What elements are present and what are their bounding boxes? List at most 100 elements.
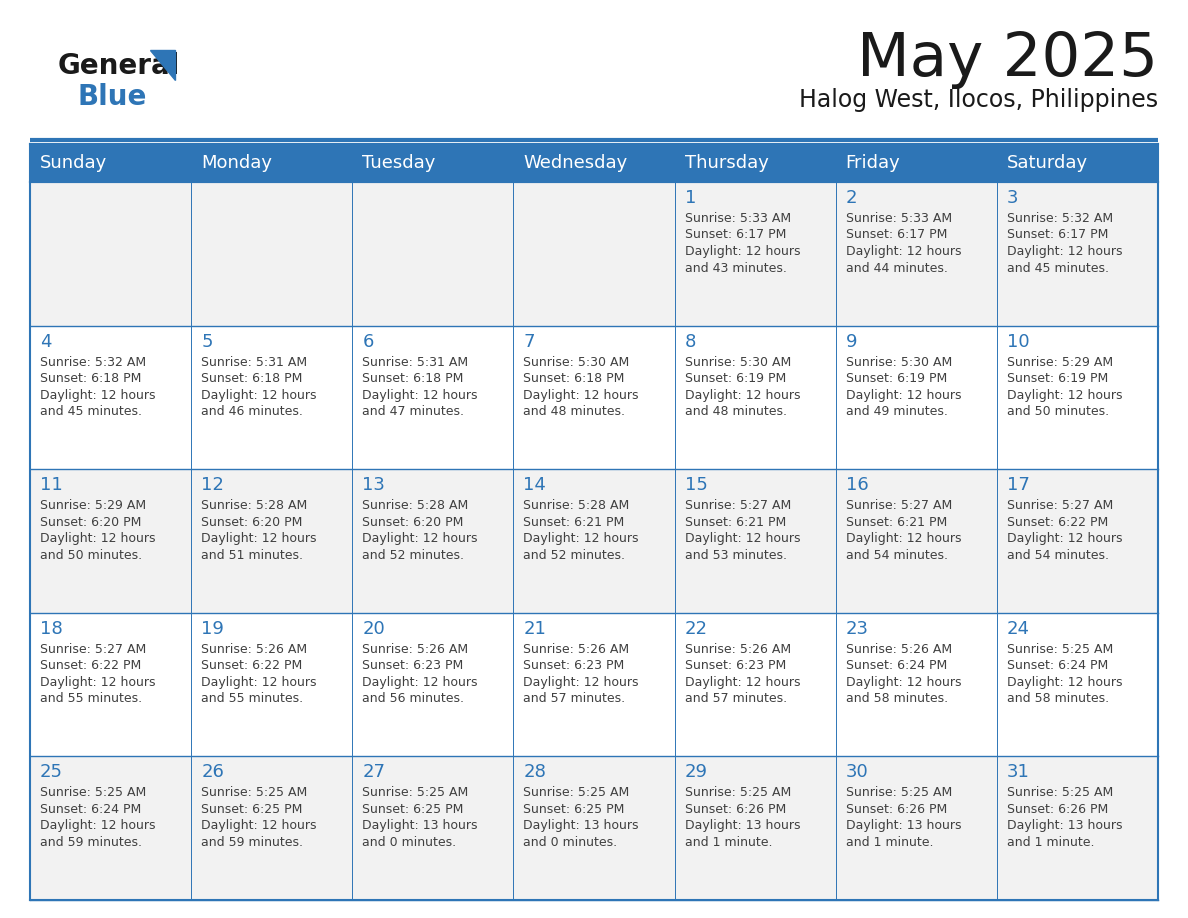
Text: Sunset: 6:17 PM: Sunset: 6:17 PM xyxy=(1007,229,1108,241)
Bar xyxy=(30,613,1158,756)
Text: 6: 6 xyxy=(362,332,374,351)
Text: and 59 minutes.: and 59 minutes. xyxy=(201,836,303,849)
Text: Sunset: 6:21 PM: Sunset: 6:21 PM xyxy=(684,516,785,529)
Bar xyxy=(30,756,1158,900)
Text: 2: 2 xyxy=(846,189,858,207)
Text: Daylight: 12 hours: Daylight: 12 hours xyxy=(1007,676,1123,688)
Text: Sunrise: 5:27 AM: Sunrise: 5:27 AM xyxy=(684,499,791,512)
Text: Daylight: 13 hours: Daylight: 13 hours xyxy=(684,820,800,833)
Text: and 48 minutes.: and 48 minutes. xyxy=(524,405,625,418)
Text: Daylight: 13 hours: Daylight: 13 hours xyxy=(1007,820,1123,833)
Text: Daylight: 12 hours: Daylight: 12 hours xyxy=(362,388,478,401)
Text: Sunset: 6:23 PM: Sunset: 6:23 PM xyxy=(362,659,463,672)
Text: Sunrise: 5:31 AM: Sunrise: 5:31 AM xyxy=(362,355,468,369)
Text: 9: 9 xyxy=(846,332,858,351)
Text: Sunrise: 5:25 AM: Sunrise: 5:25 AM xyxy=(1007,643,1113,655)
Text: Daylight: 12 hours: Daylight: 12 hours xyxy=(846,245,961,258)
Text: Sunset: 6:22 PM: Sunset: 6:22 PM xyxy=(201,659,303,672)
Text: Saturday: Saturday xyxy=(1007,154,1088,172)
Text: Daylight: 12 hours: Daylight: 12 hours xyxy=(40,388,156,401)
Bar xyxy=(30,144,1158,182)
Text: and 56 minutes.: and 56 minutes. xyxy=(362,692,465,705)
Text: Sunrise: 5:32 AM: Sunrise: 5:32 AM xyxy=(1007,212,1113,225)
Text: Sunrise: 5:25 AM: Sunrise: 5:25 AM xyxy=(524,787,630,800)
Text: and 54 minutes.: and 54 minutes. xyxy=(1007,549,1108,562)
Text: Sunrise: 5:30 AM: Sunrise: 5:30 AM xyxy=(846,355,952,369)
Text: Sunrise: 5:25 AM: Sunrise: 5:25 AM xyxy=(201,787,308,800)
Text: Sunrise: 5:26 AM: Sunrise: 5:26 AM xyxy=(846,643,952,655)
Text: 23: 23 xyxy=(846,620,868,638)
Text: Daylight: 12 hours: Daylight: 12 hours xyxy=(201,532,317,545)
Text: 15: 15 xyxy=(684,476,707,494)
Text: Sunrise: 5:27 AM: Sunrise: 5:27 AM xyxy=(40,643,146,655)
Text: and 48 minutes.: and 48 minutes. xyxy=(684,405,786,418)
Text: and 58 minutes.: and 58 minutes. xyxy=(1007,692,1108,705)
Text: 20: 20 xyxy=(362,620,385,638)
Text: Daylight: 13 hours: Daylight: 13 hours xyxy=(846,820,961,833)
Text: Sunrise: 5:29 AM: Sunrise: 5:29 AM xyxy=(1007,355,1113,369)
Text: Sunrise: 5:28 AM: Sunrise: 5:28 AM xyxy=(362,499,468,512)
Text: and 51 minutes.: and 51 minutes. xyxy=(201,549,303,562)
Text: Daylight: 12 hours: Daylight: 12 hours xyxy=(524,676,639,688)
Text: and 52 minutes.: and 52 minutes. xyxy=(362,549,465,562)
Text: Tuesday: Tuesday xyxy=(362,154,436,172)
Text: 12: 12 xyxy=(201,476,225,494)
Text: Sunset: 6:19 PM: Sunset: 6:19 PM xyxy=(684,372,785,385)
Text: Daylight: 12 hours: Daylight: 12 hours xyxy=(524,532,639,545)
Text: Sunrise: 5:27 AM: Sunrise: 5:27 AM xyxy=(1007,499,1113,512)
Text: 16: 16 xyxy=(846,476,868,494)
Text: Sunset: 6:20 PM: Sunset: 6:20 PM xyxy=(201,516,303,529)
Text: and 45 minutes.: and 45 minutes. xyxy=(40,405,143,418)
Text: 19: 19 xyxy=(201,620,225,638)
Text: Daylight: 12 hours: Daylight: 12 hours xyxy=(846,676,961,688)
Text: Sunset: 6:20 PM: Sunset: 6:20 PM xyxy=(40,516,141,529)
Text: 29: 29 xyxy=(684,764,708,781)
Text: Sunset: 6:25 PM: Sunset: 6:25 PM xyxy=(524,803,625,816)
Polygon shape xyxy=(150,50,175,80)
Text: and 1 minute.: and 1 minute. xyxy=(684,836,772,849)
Text: Sunrise: 5:32 AM: Sunrise: 5:32 AM xyxy=(40,355,146,369)
Text: 13: 13 xyxy=(362,476,385,494)
Text: Sunset: 6:17 PM: Sunset: 6:17 PM xyxy=(684,229,786,241)
Text: 31: 31 xyxy=(1007,764,1030,781)
Text: Sunset: 6:25 PM: Sunset: 6:25 PM xyxy=(201,803,303,816)
Text: Sunrise: 5:28 AM: Sunrise: 5:28 AM xyxy=(524,499,630,512)
Text: and 49 minutes.: and 49 minutes. xyxy=(846,405,948,418)
Bar xyxy=(30,182,1158,326)
Text: Sunset: 6:22 PM: Sunset: 6:22 PM xyxy=(40,659,141,672)
Text: Sunrise: 5:26 AM: Sunrise: 5:26 AM xyxy=(362,643,468,655)
Text: and 45 minutes.: and 45 minutes. xyxy=(1007,262,1108,274)
Text: and 55 minutes.: and 55 minutes. xyxy=(201,692,303,705)
Text: Daylight: 12 hours: Daylight: 12 hours xyxy=(524,388,639,401)
Text: Sunset: 6:19 PM: Sunset: 6:19 PM xyxy=(1007,372,1108,385)
Text: Sunset: 6:19 PM: Sunset: 6:19 PM xyxy=(846,372,947,385)
Text: Wednesday: Wednesday xyxy=(524,154,627,172)
Text: Sunset: 6:24 PM: Sunset: 6:24 PM xyxy=(846,659,947,672)
Text: Sunset: 6:26 PM: Sunset: 6:26 PM xyxy=(1007,803,1108,816)
Bar xyxy=(30,469,1158,613)
Text: Daylight: 12 hours: Daylight: 12 hours xyxy=(201,676,317,688)
Text: Sunset: 6:23 PM: Sunset: 6:23 PM xyxy=(684,659,785,672)
Text: Sunrise: 5:29 AM: Sunrise: 5:29 AM xyxy=(40,499,146,512)
Text: Sunrise: 5:31 AM: Sunrise: 5:31 AM xyxy=(201,355,308,369)
Text: and 44 minutes.: and 44 minutes. xyxy=(846,262,948,274)
Text: Daylight: 12 hours: Daylight: 12 hours xyxy=(1007,245,1123,258)
Text: 1: 1 xyxy=(684,189,696,207)
Text: Daylight: 12 hours: Daylight: 12 hours xyxy=(846,532,961,545)
Text: Daylight: 12 hours: Daylight: 12 hours xyxy=(684,245,800,258)
Text: Sunset: 6:23 PM: Sunset: 6:23 PM xyxy=(524,659,625,672)
Text: Sunset: 6:22 PM: Sunset: 6:22 PM xyxy=(1007,516,1108,529)
Text: General: General xyxy=(58,52,181,80)
Text: Sunset: 6:21 PM: Sunset: 6:21 PM xyxy=(524,516,625,529)
Bar xyxy=(30,326,1158,469)
Text: Sunrise: 5:30 AM: Sunrise: 5:30 AM xyxy=(684,355,791,369)
Text: Sunset: 6:21 PM: Sunset: 6:21 PM xyxy=(846,516,947,529)
Text: and 57 minutes.: and 57 minutes. xyxy=(684,692,786,705)
Text: and 0 minutes.: and 0 minutes. xyxy=(524,836,618,849)
Text: Sunset: 6:20 PM: Sunset: 6:20 PM xyxy=(362,516,463,529)
Text: Sunrise: 5:25 AM: Sunrise: 5:25 AM xyxy=(40,787,146,800)
Text: and 46 minutes.: and 46 minutes. xyxy=(201,405,303,418)
Text: Sunrise: 5:26 AM: Sunrise: 5:26 AM xyxy=(201,643,308,655)
Text: Daylight: 12 hours: Daylight: 12 hours xyxy=(362,532,478,545)
Text: 21: 21 xyxy=(524,620,546,638)
